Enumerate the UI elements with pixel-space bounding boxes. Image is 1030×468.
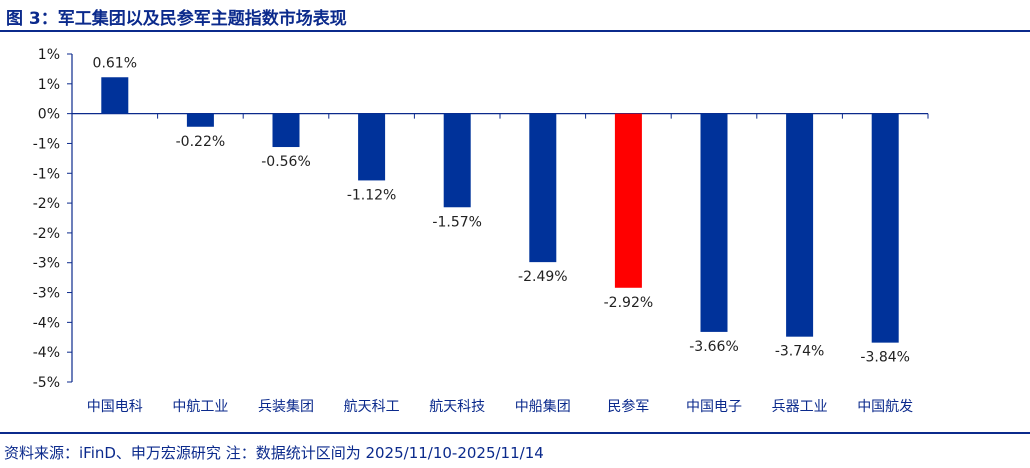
bar [700, 113, 728, 332]
category-label: 兵装集团 [258, 398, 314, 415]
source-note: 资料来源：iFinD、申万宏源研究 注：数据统计区间为 2025/11/10-2… [4, 444, 544, 462]
y-tick-label: -5% [33, 375, 60, 391]
y-tick-label: -1% [33, 136, 60, 152]
data-label: 0.61% [93, 55, 137, 71]
y-tick-label: 0% [38, 107, 60, 123]
category-label: 中航工业 [172, 399, 228, 415]
bar [786, 113, 814, 337]
bar [529, 113, 557, 263]
y-tick-label: -4% [33, 315, 60, 331]
data-label: -3.74% [775, 344, 825, 360]
category-label: 兵器工业 [772, 399, 828, 415]
y-tick-label: -3% [33, 256, 60, 272]
category-label: 中船集团 [515, 398, 571, 415]
category-label: 航天科技 [429, 399, 485, 415]
bar [614, 113, 642, 288]
y-tick-label: -3% [33, 286, 60, 302]
y-tick-label: -1% [33, 166, 60, 182]
bar [358, 113, 386, 181]
title-underline [0, 30, 1030, 32]
data-label: -1.57% [432, 214, 482, 230]
category-label: 中国电科 [87, 399, 143, 415]
bar [443, 113, 471, 208]
bar [871, 113, 899, 343]
bar-chart: 1% 1% 0% -1% -1% -2% -2% -3% -3% -4% -4% -5% 0.61% 中国… [33, 47, 929, 415]
data-label: -2.92% [604, 295, 654, 311]
footer-rule [0, 432, 1030, 434]
y-tick-label: -4% [33, 345, 60, 361]
data-label: -3.66% [689, 339, 739, 355]
category-label: 中国电子 [686, 399, 742, 415]
data-label: -3.84% [860, 350, 910, 366]
chart-title: 图 3：军工集团以及民参军主题指数市场表现 [6, 9, 347, 29]
bar [272, 113, 300, 148]
y-tick-label: 1% [38, 77, 60, 93]
data-label: -0.56% [261, 154, 311, 170]
y-tick-label: 1% [38, 47, 60, 63]
y-tick-label: -2% [33, 226, 60, 242]
bar [186, 113, 214, 127]
y-tick-label: -2% [33, 196, 60, 212]
data-label: -0.22% [176, 134, 226, 150]
category-label: 中国航发 [857, 399, 913, 415]
category-label: 民参军 [607, 398, 649, 415]
data-label: -2.49% [518, 269, 568, 285]
category-label: 航天科工 [344, 399, 400, 415]
data-label: -1.12% [347, 187, 397, 203]
bar [101, 77, 129, 114]
